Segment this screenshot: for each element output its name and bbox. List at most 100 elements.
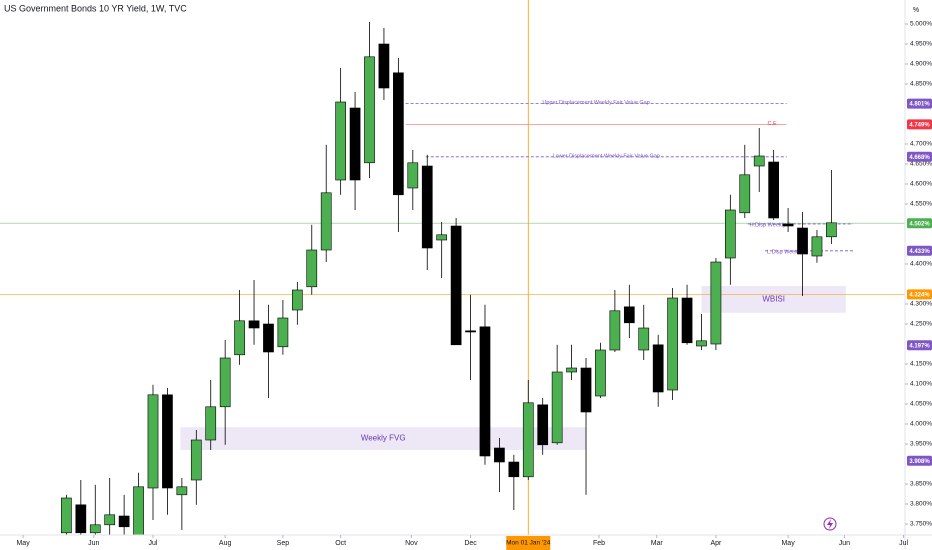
price-mark <box>907 289 932 300</box>
x-tick-label: Jul <box>149 540 158 547</box>
level-label: Lower Displacement Weekly Fair Value Gap <box>553 153 660 159</box>
candle-body <box>638 327 650 351</box>
candle-body <box>234 320 245 356</box>
y-tick-label: 3.850% <box>910 481 932 488</box>
y-tick-label: 4.900% <box>910 61 932 68</box>
crosshair-date-box <box>506 536 551 550</box>
candle-body <box>147 394 159 489</box>
candle-body <box>450 225 462 346</box>
y-tick-label: 4.550% <box>910 201 932 208</box>
candle-body <box>494 447 505 463</box>
candle-body <box>595 349 606 397</box>
candle-body <box>277 317 289 348</box>
x-tick-label: May <box>781 540 795 547</box>
price-mark-label: 4.324% <box>909 292 930 298</box>
candle-body <box>263 323 274 353</box>
candle-body <box>566 367 577 373</box>
crosshair-date-label: Mon 01 Jan '24 <box>506 540 551 547</box>
candle-body <box>421 165 433 249</box>
price-mark-label: 4.749% <box>909 122 930 128</box>
candle-body <box>811 236 823 257</box>
candle-body <box>162 394 173 489</box>
y-tick-label: 4.000% <box>910 421 932 428</box>
price-mark <box>907 151 932 162</box>
y-tick-label: 5.000% <box>910 21 932 28</box>
candle-body <box>248 320 260 329</box>
candle-body <box>75 504 87 534</box>
candle-body <box>681 297 693 344</box>
candle-body <box>782 223 794 227</box>
plot-area: Weekly FVG WBISI Upper Displacement Weekly… <box>0 0 905 535</box>
y-tick-label: 4.150% <box>910 361 932 368</box>
price-mark-label: 4.668% <box>909 155 930 161</box>
candle-body <box>797 227 808 255</box>
y-tick-label: 3.950% <box>910 441 932 448</box>
candle-body <box>623 306 635 324</box>
x-tick-label: Nov <box>405 540 418 547</box>
price-mark <box>907 119 932 130</box>
y-tick-label: 4.700% <box>910 141 932 148</box>
candle-body <box>176 486 188 496</box>
zone-label: WBISI <box>762 295 785 304</box>
price-mark <box>907 218 932 229</box>
price-mark-label: 4.801% <box>909 102 930 108</box>
candle-body <box>205 406 217 441</box>
candle-body <box>190 439 202 481</box>
candle-body <box>753 155 765 167</box>
y-tick-label: 4.850% <box>910 81 932 88</box>
candle-body <box>724 209 736 259</box>
candle-body <box>407 162 419 189</box>
price-mark-label: 4.433% <box>909 249 930 255</box>
x-tick-label: Jul <box>899 540 908 547</box>
y-tick-label: 4.250% <box>910 321 932 328</box>
candle-body <box>335 101 346 181</box>
candle-body <box>696 340 707 347</box>
y-tick-label: 4.650% <box>910 161 932 168</box>
chart-title: US Government Bonds 10 YR Yield, 1W, TVC <box>4 3 187 13</box>
candle-body <box>522 402 534 478</box>
zone-label: Weekly FVG <box>361 434 406 443</box>
alert-icon[interactable] <box>823 517 837 531</box>
y-unit: % <box>913 7 919 14</box>
price-mark-label: 3.908% <box>909 459 930 465</box>
candle-body <box>710 261 722 345</box>
x-tick-label: Jun <box>839 540 850 547</box>
x-tick-label: Apr <box>710 540 722 547</box>
x-tick-label: Feb <box>593 540 605 547</box>
price-mark <box>907 455 932 466</box>
candle-body <box>667 297 678 391</box>
candle-body <box>768 161 780 219</box>
y-tick-label: 4.050% <box>910 401 932 408</box>
candle-body <box>219 357 231 408</box>
price-mark <box>907 340 932 351</box>
candle-body <box>320 192 332 251</box>
zone <box>701 286 846 313</box>
x-tick-label: Aug <box>219 540 232 547</box>
y-tick-label: 4.950% <box>910 41 932 48</box>
candle-body <box>551 371 563 444</box>
candle-body <box>118 515 130 528</box>
candle-body <box>508 461 520 478</box>
candle-body <box>739 174 751 214</box>
candle-body <box>537 404 549 446</box>
level-label: C.E <box>767 121 777 127</box>
candle-body <box>306 249 318 288</box>
x-tick-label: Oct <box>335 540 346 547</box>
x-tick-label: Dec <box>464 540 477 547</box>
level-label: Upper Displacement Weekly Fair Value Gap <box>542 100 649 106</box>
candle-body <box>89 524 101 534</box>
level-label: H.Disp Weekly F <box>750 222 791 228</box>
x-tick-label: Sep <box>277 540 290 547</box>
candle-body <box>104 514 116 526</box>
price-mark-label: 4.502% <box>909 221 930 227</box>
x-tick-label: May <box>16 540 30 547</box>
x-tick-label: Jun <box>88 540 99 547</box>
price-mark <box>907 245 932 256</box>
price-mark-label: 4.197% <box>909 343 930 349</box>
level-label: L.Disp Weekly <box>767 249 802 255</box>
candle-body <box>479 326 491 457</box>
x-tick-label: Mar <box>651 540 664 547</box>
candle-body <box>133 486 144 535</box>
